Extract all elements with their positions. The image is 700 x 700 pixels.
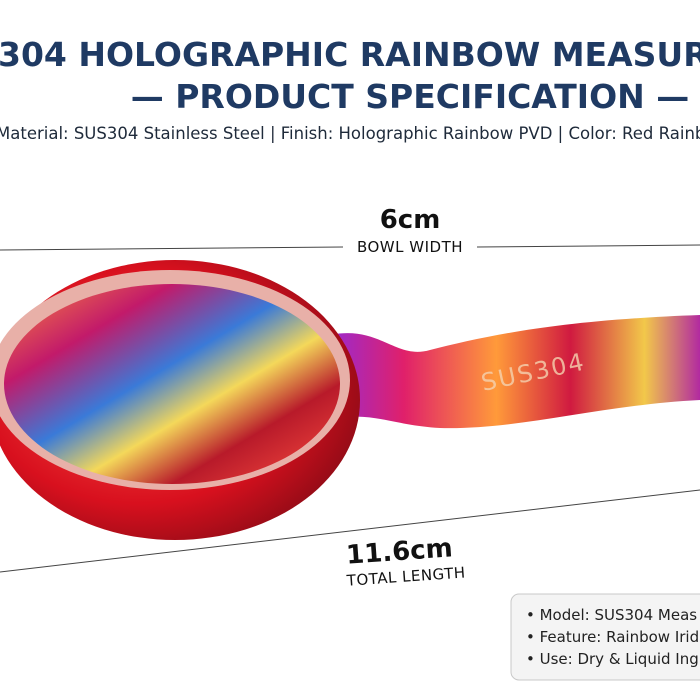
spoon-handle	[330, 315, 700, 429]
title: 304 HOLOGRAPHIC RAINBOW MEASURIN	[0, 35, 700, 74]
width-label: BOWL WIDTH	[357, 238, 463, 256]
width-value: 6cm	[380, 205, 441, 235]
dimension-line	[476, 244, 700, 248]
dimension-line	[0, 246, 344, 251]
subtitle: — PRODUCT SPECIFICATION —	[131, 77, 690, 116]
info-line: • Use: Dry & Liquid Ingre	[526, 650, 700, 668]
info-line: • Feature: Rainbow Irid	[526, 628, 699, 646]
dimension-line	[0, 489, 700, 573]
specs: Material: SUS304 Stainless Steel | Finis…	[0, 124, 700, 143]
spoon: SUS304	[0, 260, 700, 540]
spoon-inner	[4, 284, 340, 484]
info-box	[510, 593, 700, 681]
info-line: • Model: SUS304 Meas	[526, 606, 697, 624]
length-value: 11.6cm	[345, 533, 453, 570]
